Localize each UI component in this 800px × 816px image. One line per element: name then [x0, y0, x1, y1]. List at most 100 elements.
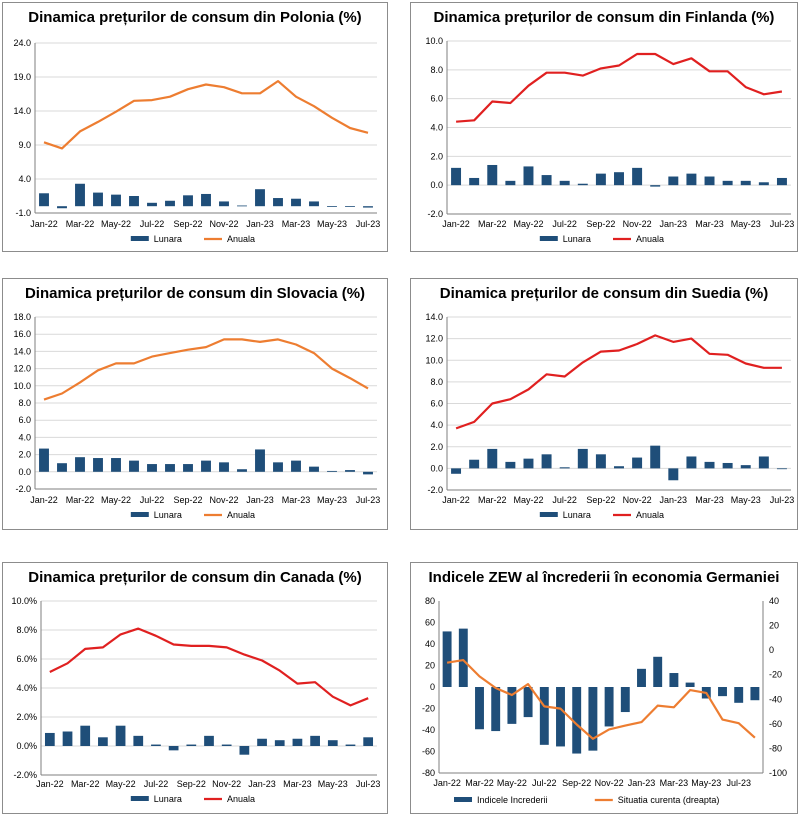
- bar: [327, 470, 337, 472]
- bar: [98, 737, 108, 746]
- x-tick-label: Sep-22: [586, 219, 615, 229]
- x-tick-label: Sep-22: [562, 778, 591, 788]
- chart-panel-finlanda: Dinamica prețurilor de consum din Finlan…: [410, 2, 798, 252]
- bar: [507, 687, 517, 724]
- bar: [469, 177, 480, 186]
- bar: [469, 459, 480, 469]
- bar: [221, 744, 232, 746]
- bar: [686, 173, 697, 186]
- bar: [201, 460, 211, 472]
- x-tick-label: Mar-22: [478, 495, 507, 505]
- y-tick-label: 9.0: [18, 140, 31, 150]
- bar: [669, 673, 679, 687]
- legend-bar-swatch: [130, 236, 149, 241]
- y-tick-label: -2.0: [15, 484, 31, 494]
- y-tick-label: 24.0: [13, 38, 31, 48]
- x-tick-label: Sep-22: [177, 779, 206, 789]
- legend-label: Lunara: [563, 510, 591, 520]
- x-tick-label: Mar-23: [282, 219, 311, 229]
- y-tick-label: 8.0: [430, 377, 443, 387]
- y2-tick-label: -40: [769, 694, 782, 704]
- bar: [637, 668, 646, 687]
- x-tick-label: Mar-23: [282, 495, 311, 505]
- y-tick-label: 2.0: [18, 450, 31, 460]
- series-line: [456, 52, 783, 123]
- x-tick-label: Jan-23: [660, 219, 688, 229]
- legend-bar-swatch: [539, 236, 558, 241]
- bar: [186, 744, 197, 746]
- bar: [686, 456, 697, 469]
- bar: [620, 687, 630, 713]
- y-tick-label: -1.0: [15, 208, 31, 218]
- bar: [740, 180, 751, 186]
- y-tick-label: 2.0: [430, 442, 443, 452]
- bar: [776, 468, 787, 470]
- y-tick-label: 0: [430, 682, 435, 692]
- bar: [505, 461, 516, 469]
- x-tick-label: Jul-23: [770, 219, 795, 229]
- chart-panel-zew-germania: Indicele ZEW al încrederii în economia G…: [410, 562, 798, 814]
- bar: [237, 469, 247, 472]
- y-tick-label: -60: [422, 747, 435, 757]
- bar: [183, 195, 193, 207]
- bar: [523, 458, 534, 469]
- chart-panel-suedia: Dinamica prețurilor de consum din Suedia…: [410, 278, 798, 530]
- bar: [165, 200, 175, 207]
- legend-label: Anuala: [636, 234, 664, 244]
- y-tick-label: 14.0: [425, 312, 443, 322]
- x-tick-label: Jan-22: [442, 495, 470, 505]
- x-tick-label: Mar-22: [66, 219, 95, 229]
- bar: [572, 687, 582, 754]
- y-tick-label: -20: [422, 704, 435, 714]
- bar: [273, 462, 283, 472]
- x-tick-label: Sep-22: [586, 495, 615, 505]
- chart-title: Dinamica prețurilor de consum din Finlan…: [433, 9, 775, 26]
- bar: [75, 183, 85, 207]
- bar: [523, 687, 533, 718]
- bar: [115, 725, 126, 746]
- y-tick-label: 6.0%: [16, 654, 37, 664]
- bar: [274, 740, 285, 746]
- bar: [604, 687, 614, 727]
- y-tick-label: 4.0: [430, 123, 443, 133]
- x-tick-label: May-22: [513, 495, 543, 505]
- x-tick-label: Jan-23: [246, 495, 274, 505]
- y-tick-label: 6.0: [430, 94, 443, 104]
- x-tick-label: Nov-22: [623, 495, 652, 505]
- bar: [776, 177, 787, 186]
- legend-label: Anuala: [227, 794, 255, 804]
- bar: [750, 687, 760, 701]
- bar: [257, 738, 267, 746]
- legend: Lunara Anuala: [130, 510, 255, 520]
- x-tick-label: Jul-23: [770, 495, 795, 505]
- x-tick-label: May-22: [106, 779, 136, 789]
- bar: [80, 725, 91, 746]
- bar: [487, 448, 498, 469]
- chart-panel-polonia: Dinamica prețurilor de consum din Poloni…: [2, 2, 388, 252]
- bar: [57, 206, 67, 209]
- bar: [183, 464, 193, 472]
- bar: [475, 687, 484, 730]
- bar: [363, 206, 373, 208]
- x-tick-label: Jul-22: [140, 219, 165, 229]
- bar: [291, 198, 301, 207]
- y-tick-label: 10.0%: [11, 596, 37, 606]
- chart-svg: 80 60 40 20 0 -20 -40 -60 -80 40 20 0 -20 -40 -60 -80 -1…: [422, 596, 787, 805]
- x-tick-label: May-22: [101, 495, 131, 505]
- bar: [442, 631, 452, 687]
- bar: [718, 687, 727, 697]
- bar: [219, 201, 229, 207]
- bar: [614, 466, 624, 469]
- bar: [632, 457, 643, 469]
- x-tick-label: Jan-23: [246, 219, 274, 229]
- bar: [39, 448, 49, 472]
- y-tick-label: -2.0: [427, 209, 443, 219]
- bar: [722, 462, 733, 469]
- series-line: [43, 79, 369, 150]
- y-tick-label: 10.0: [425, 355, 443, 365]
- bar: [57, 463, 67, 472]
- bar: [345, 744, 356, 746]
- y-tick-label: 4.0: [18, 174, 31, 184]
- chart-title: Indicele ZEW al încrederii în economia G…: [428, 569, 780, 586]
